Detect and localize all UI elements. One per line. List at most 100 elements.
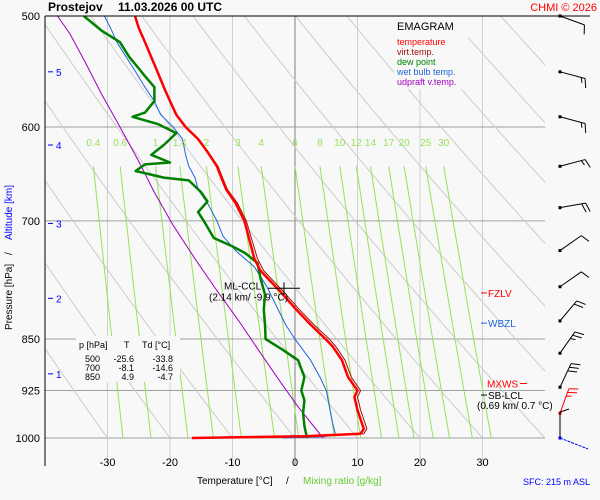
mixing-ratio-line — [403, 166, 450, 439]
wind-barb-feather — [581, 203, 587, 213]
mixing-ratio-label: 0.4 — [86, 138, 100, 149]
x-axis-label-mixing: Mixing ratio [g/kg] — [303, 476, 382, 487]
wind-barb-icon — [558, 331, 585, 355]
y-axis-label-altitude: Altitude [km] — [4, 185, 15, 240]
dry-adiabat-line — [45, 23, 358, 439]
temperature-tick-label: 10 — [351, 457, 363, 469]
fzlv-label: FZLV — [488, 289, 512, 300]
legend-background — [394, 17, 468, 89]
legend-entry-wet-bulb: wet bulb temp. — [396, 67, 456, 77]
table-cell: 700 — [85, 363, 100, 373]
mixing-ratio-line — [355, 166, 400, 439]
wind-barb-staff — [559, 331, 576, 354]
table-cell: -4.7 — [157, 372, 173, 382]
temperature-tick-label: -30 — [100, 457, 116, 469]
mixing-ratio-line — [92, 166, 124, 439]
wind-barb-staff — [559, 363, 572, 388]
mixing-ratio-label: 10 — [334, 138, 346, 149]
altitude-tick-label: 4 — [56, 141, 62, 152]
wind-barb-station-dot — [558, 206, 562, 210]
wind-barb-station-dot — [558, 351, 562, 355]
mixing-ratio-label: 6 — [292, 138, 298, 149]
wind-barb-staff — [559, 159, 586, 167]
mixing-ratio-line — [339, 166, 383, 439]
wind-barb-icon — [558, 408, 570, 440]
wind-barb-staff — [559, 235, 582, 251]
wind-barb-half-feather — [580, 77, 583, 83]
table-cell: -25.6 — [113, 354, 134, 364]
mixing-ratio-label: 14 — [365, 138, 377, 149]
copyright-label: CHMI © 2026 — [530, 2, 597, 14]
mixing-ratio-label: 4 — [258, 138, 264, 149]
wind-barb-station-dot — [558, 14, 562, 18]
table-cell: 4.9 — [121, 372, 134, 382]
wind-barb-feather — [559, 408, 570, 413]
pressure-tick-label: 700 — [22, 216, 40, 228]
wind-barb-staff — [559, 300, 578, 322]
wind-barb-icon — [558, 202, 591, 213]
wind-barb-icon — [558, 70, 587, 89]
wind-barb-feather — [584, 123, 587, 133]
wind-barb-half-feather — [580, 122, 583, 128]
altitude-tick-label: 1 — [56, 370, 62, 381]
mixing-ratio-label: 3 — [235, 138, 241, 149]
legend-entry-temperature: temperature — [397, 37, 446, 47]
table-header-t: T — [124, 340, 130, 350]
table-header-td: Td [°C] — [142, 340, 170, 350]
wind-barb-feather — [584, 78, 587, 89]
mixing-ratio-label: 20 — [399, 138, 411, 149]
wind-barb-feather — [581, 235, 590, 242]
table-cell: 500 — [85, 354, 100, 364]
mixing-ratio-line — [294, 166, 335, 439]
y-axis-separator: / — [4, 252, 15, 255]
mxws-label: MXWS — [487, 380, 518, 391]
dry-adiabat-line — [243, 16, 545, 372]
temperature-tick-label: -10 — [225, 457, 241, 469]
wind-barb-feather — [569, 366, 579, 369]
legend-entry-updraft: udpraft v.temp. — [397, 77, 456, 87]
wind-barb-icon — [558, 363, 581, 389]
table-background — [76, 336, 180, 382]
series-line-wet-bulb-temp — [103, 16, 337, 439]
wind-barb-icon — [558, 388, 579, 415]
dry-adiabat-line — [192, 16, 545, 439]
legend: EMAGRAM temperature virt.temp. dew point… — [394, 17, 468, 89]
pressure-tick-label: 600 — [22, 122, 40, 134]
dry-adiabat-line — [141, 16, 483, 439]
wind-barbs-layer — [558, 14, 591, 450]
x-axis-separator: / — [286, 476, 289, 487]
dry-adiabat-line — [295, 16, 545, 307]
wind-barb-station-dot — [558, 249, 562, 253]
dry-adiabat-line — [552, 16, 600, 438]
mixing-ratio-line — [425, 166, 473, 439]
wind-barb-icon — [558, 271, 590, 289]
wind-barb-station-dot — [558, 385, 562, 389]
chart-title-datetime: 11.03.2026 00 UTC — [118, 0, 222, 14]
sfc-label: SFC: 215 m ASL — [523, 477, 590, 487]
table-cell: 850 — [85, 372, 100, 382]
wbzl-label: WBZL — [488, 319, 516, 330]
ml-ccl-label: ML-CCL — [224, 281, 262, 292]
mixing-ratio-label: 1.4 — [173, 138, 187, 149]
temperature-tick-label: 20 — [414, 457, 426, 469]
grid-layer — [45, 16, 545, 466]
series-line-dew-point — [83, 16, 309, 439]
table-cell: -33.8 — [152, 354, 173, 364]
wind-barb-icon — [558, 159, 591, 168]
wind-barb-feather — [570, 363, 581, 366]
surface-wind-dot — [558, 436, 562, 440]
wind-barb-station-dot — [558, 115, 562, 119]
temperature-tick-label: 30 — [476, 457, 488, 469]
wind-barb-icon — [558, 300, 586, 323]
series-line-udpraft-v-temp — [57, 16, 324, 439]
wind-barb-staff — [559, 202, 586, 209]
legend-entry-virt-temp: virt.temp. — [397, 47, 434, 57]
mixing-ratio-label: 2 — [204, 138, 210, 149]
dry-adiabat-line — [45, 100, 296, 439]
mixing-ratio-label: 1 — [153, 138, 159, 149]
wind-barb-icon — [558, 14, 585, 35]
wind-barb-feather — [574, 331, 585, 336]
dry-adiabat-line — [45, 179, 233, 439]
wind-barb-feather — [567, 370, 578, 373]
mixing-ratio-line — [370, 166, 415, 439]
